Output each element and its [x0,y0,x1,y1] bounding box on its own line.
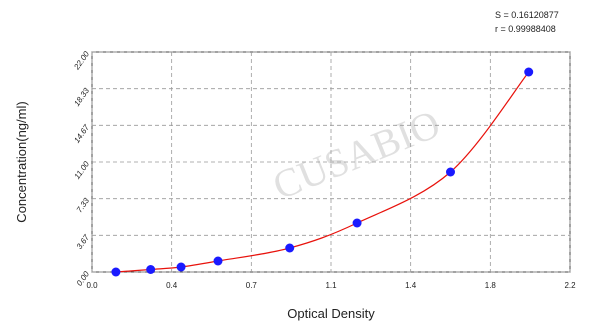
y-tick-label: 7.33 [75,196,92,214]
x-tick-label: 0.0 [86,281,98,290]
x-tick-label: 1.8 [485,281,497,290]
x-tick-label: 1.1 [325,281,337,290]
y-tick-label: 18.33 [72,86,91,108]
stat-r: r = 0.99988408 [495,24,556,34]
data-point [111,267,121,277]
x-tick-label: 1.4 [405,281,417,290]
data-point [176,262,186,272]
x-axis-label: Optical Density [287,306,375,321]
data-point [146,265,156,274]
y-tick-label: 3.67 [75,233,92,251]
x-tick-label: 0.7 [246,281,258,290]
watermark: CUSABIO [267,101,447,209]
data-point [285,243,295,253]
data-point [213,256,223,266]
x-tick-label: 2.2 [564,281,576,290]
data-point [524,67,534,77]
stat-s: S = 0.16120877 [495,10,559,20]
x-tick-label: 0.4 [166,281,178,290]
data-point [352,218,362,228]
y-tick-label: 14.67 [72,123,91,145]
y-tick-label: 11.00 [73,159,92,181]
y-tick-label: 22.00 [72,49,92,72]
data-point [446,167,455,177]
y-axis-label: Concentration(ng/ml) [14,101,29,222]
